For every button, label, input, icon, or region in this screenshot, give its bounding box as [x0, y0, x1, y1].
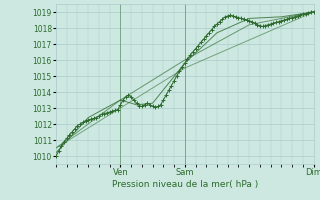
X-axis label: Pression niveau de la mer( hPa ): Pression niveau de la mer( hPa ): [112, 180, 258, 189]
